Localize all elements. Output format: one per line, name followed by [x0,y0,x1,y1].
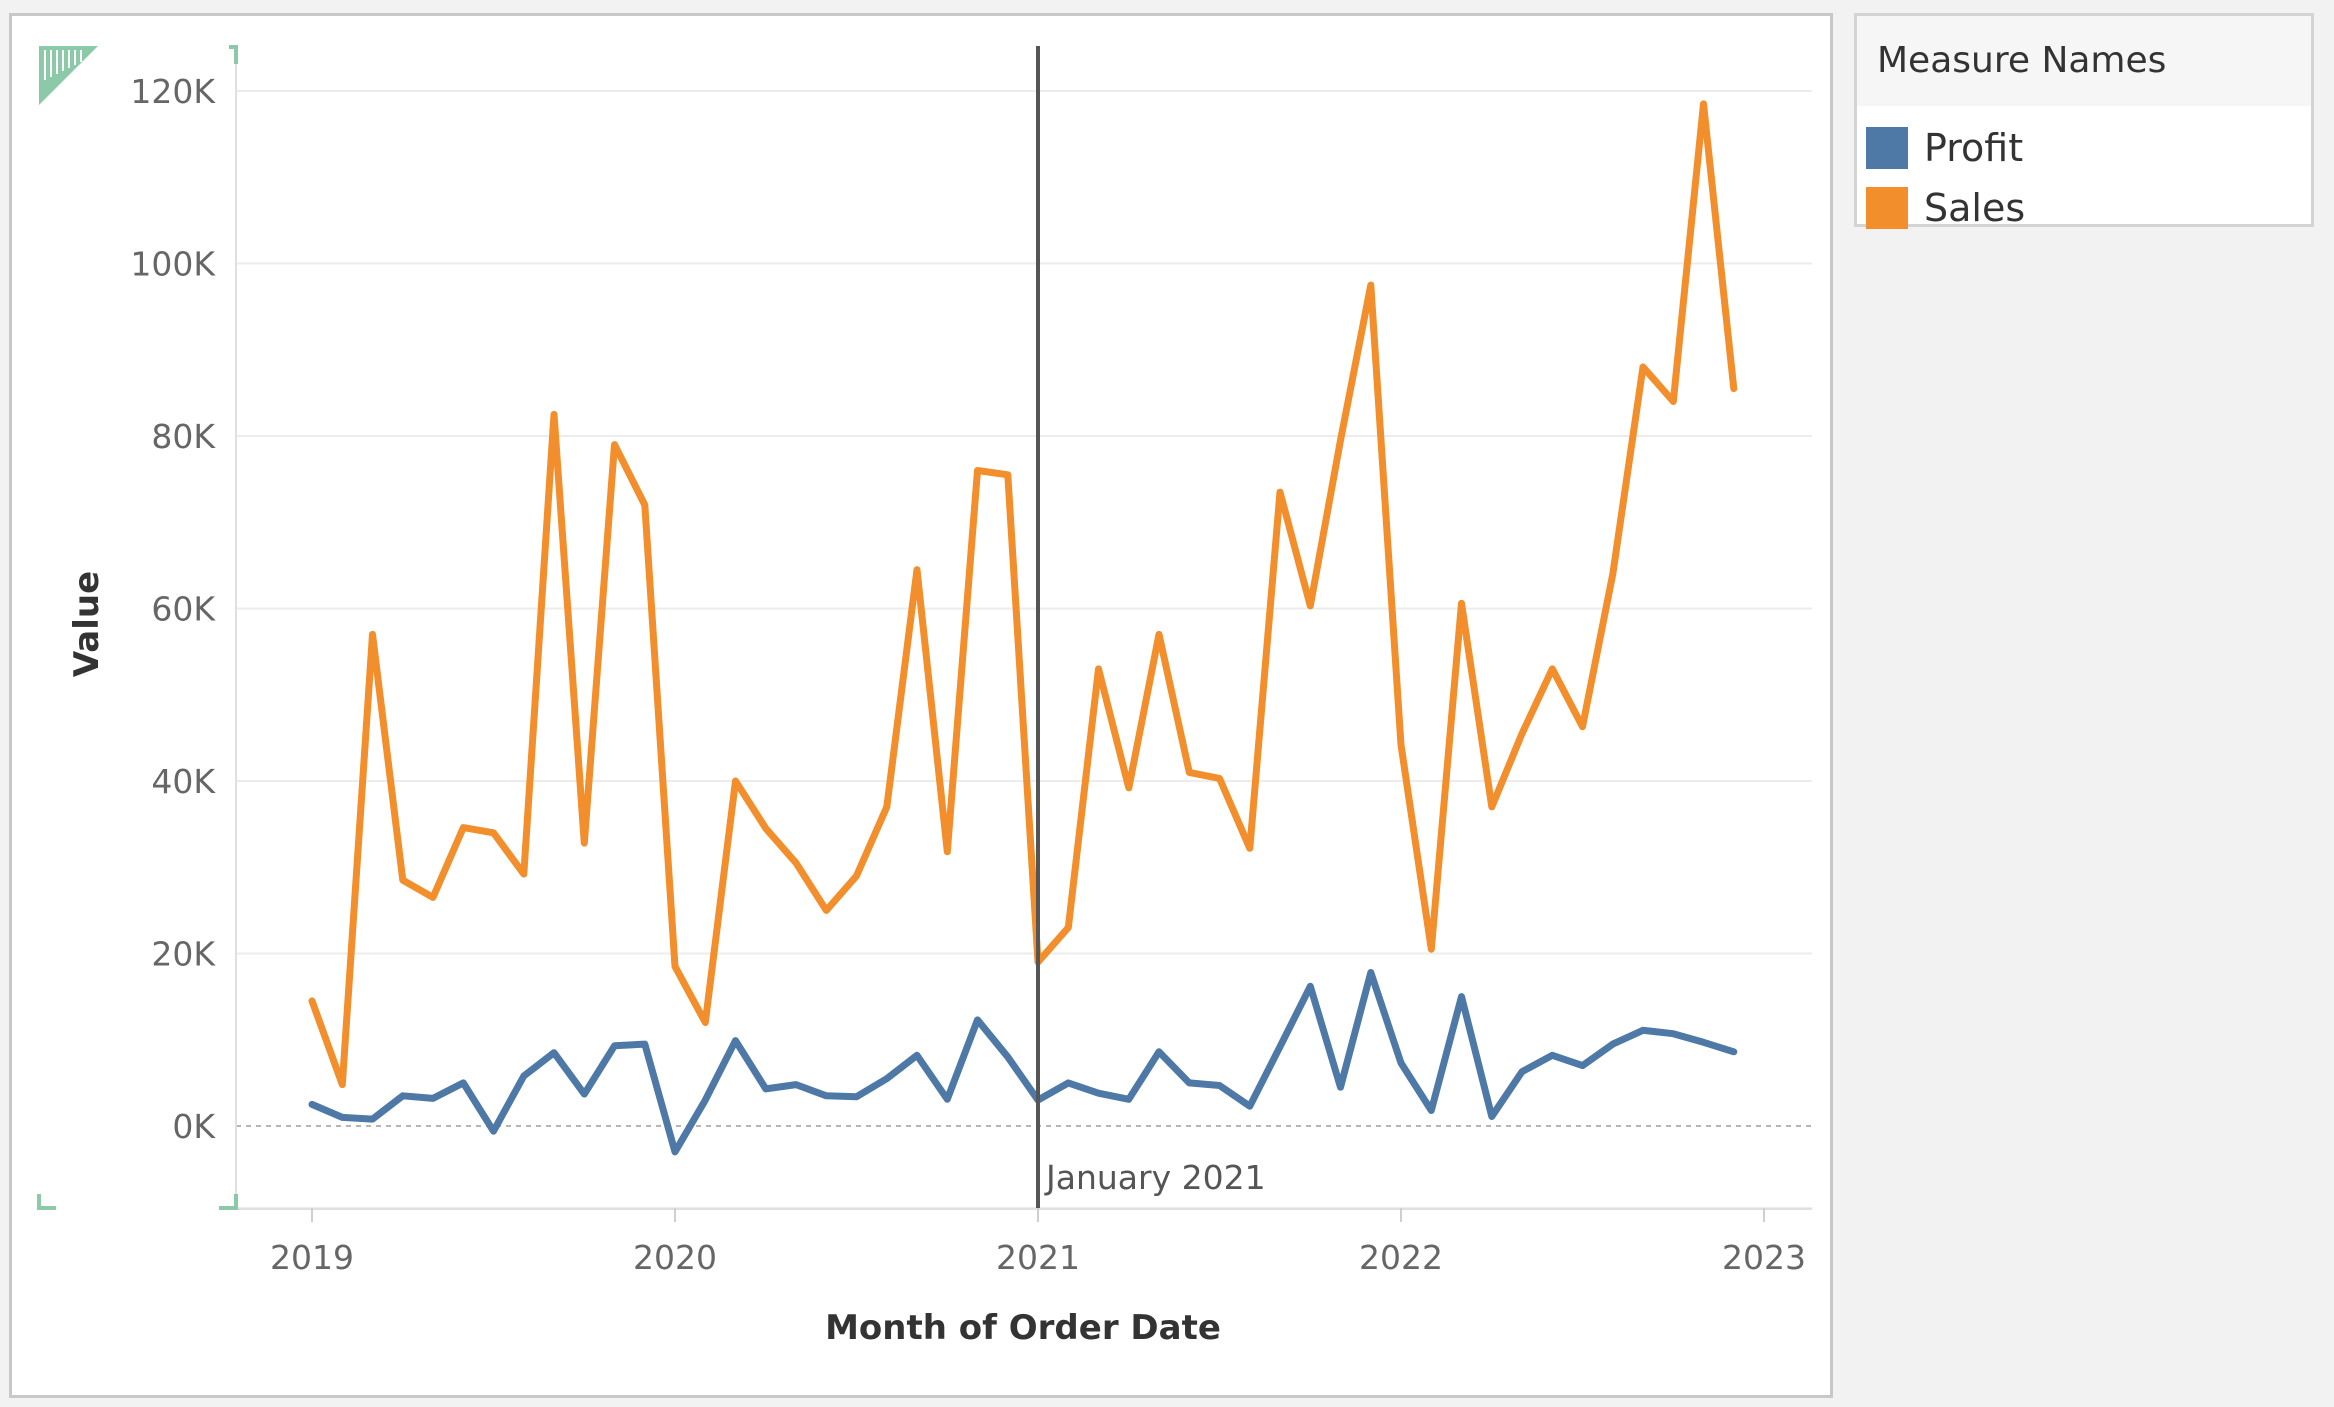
y-tick-label: 60K [151,590,216,629]
corner-marker-icon [39,46,98,105]
x-tick-label: 2023 [1722,1238,1806,1277]
legend-label-profit: Profit [1924,126,2024,170]
axes: 0K 20K 40K 60K 80K 100K 120K 2019 2020 2021 2022 20… [130,46,1812,1277]
x-tick-label: 2022 [1359,1238,1443,1277]
viz-frame: 0K 20K 40K 60K 80K 100K 120K 2019 2020 2021 2022 20… [9,13,1833,1398]
bracket-top-right [229,45,238,64]
x-tick-label: 2021 [996,1238,1080,1277]
legend[interactable]: Measure Names Profit Sales [1854,13,2314,230]
grid-lines [236,90,1812,1209]
y-axis-title: Value [67,571,107,677]
x-tick-label: 2020 [633,1238,717,1277]
bracket-bottom-left [37,1194,56,1210]
legend-item-sales[interactable]: Sales [1866,180,2025,236]
y-tick-label: 0K [172,1107,216,1146]
legend-label-sales: Sales [1924,186,2026,230]
y-tick-label: 100K [130,245,216,284]
y-tick-label: 80K [151,417,216,456]
series-line-sales[interactable] [308,100,1738,1089]
line-chart[interactable]: 0K 20K 40K 60K 80K 100K 120K 2019 2020 2021 2022 20… [12,16,1830,1395]
series-line-profit[interactable] [308,969,1738,1156]
x-tick-label: 2019 [270,1238,354,1277]
series-lines[interactable] [308,100,1738,1156]
reference-line-group[interactable]: January 2021 [1036,46,1266,1208]
y-tick-label: 120K [130,72,216,111]
y-tick-label: 20K [151,935,216,974]
legend-swatch-sales [1866,187,1908,229]
x-axis-title: Month of Order Date [825,1308,1221,1348]
bracket-bottom-right [219,1194,238,1210]
legend-title: Measure Names [1857,16,2311,106]
reference-line-label: January 2021 [1044,1158,1266,1197]
y-tick-label: 40K [151,762,216,801]
legend-swatch-profit [1866,127,1908,169]
legend-item-profit[interactable]: Profit [1866,120,2023,176]
decorations [37,45,238,1210]
